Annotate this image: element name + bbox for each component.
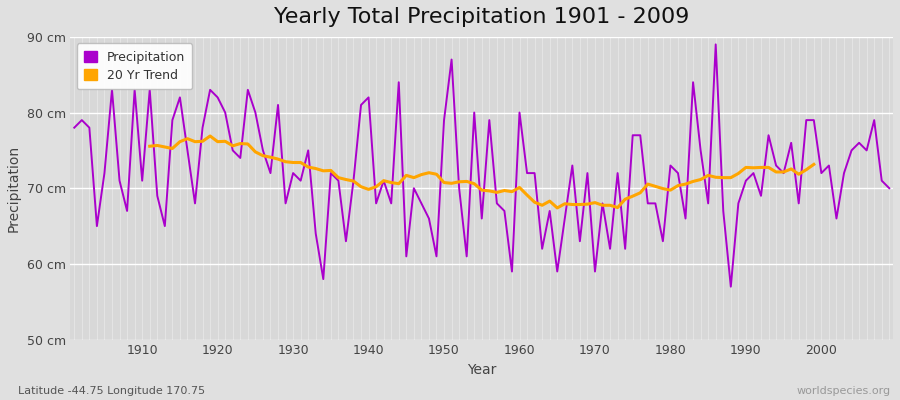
Precipitation <box>884 186 895 191</box>
20 Yr Trend <box>409 175 419 180</box>
Text: worldspecies.org: worldspecies.org <box>796 386 891 396</box>
Precipitation <box>340 239 351 244</box>
20 Yr Trend <box>748 165 759 170</box>
Y-axis label: Precipitation: Precipitation <box>7 145 21 232</box>
Precipitation <box>295 178 306 183</box>
Text: Latitude -44.75 Longitude 170.75: Latitude -44.75 Longitude 170.75 <box>18 386 205 396</box>
20 Yr Trend <box>220 139 230 144</box>
Line: 20 Yr Trend: 20 Yr Trend <box>149 136 814 208</box>
20 Yr Trend <box>204 134 215 138</box>
Precipitation <box>710 42 721 47</box>
Precipitation <box>725 284 736 289</box>
Precipitation <box>514 110 525 115</box>
20 Yr Trend <box>491 190 502 195</box>
X-axis label: Year: Year <box>467 363 497 377</box>
Precipitation <box>507 269 517 274</box>
Precipitation <box>130 88 140 92</box>
20 Yr Trend <box>235 141 246 146</box>
Title: Yearly Total Precipitation 1901 - 2009: Yearly Total Precipitation 1901 - 2009 <box>274 7 689 27</box>
20 Yr Trend <box>552 206 562 210</box>
Line: Precipitation: Precipitation <box>75 44 889 287</box>
20 Yr Trend <box>288 160 299 165</box>
20 Yr Trend <box>144 144 155 149</box>
Precipitation <box>69 125 80 130</box>
Precipitation <box>605 246 616 251</box>
Legend: Precipitation, 20 Yr Trend: Precipitation, 20 Yr Trend <box>76 43 193 89</box>
20 Yr Trend <box>808 162 819 167</box>
